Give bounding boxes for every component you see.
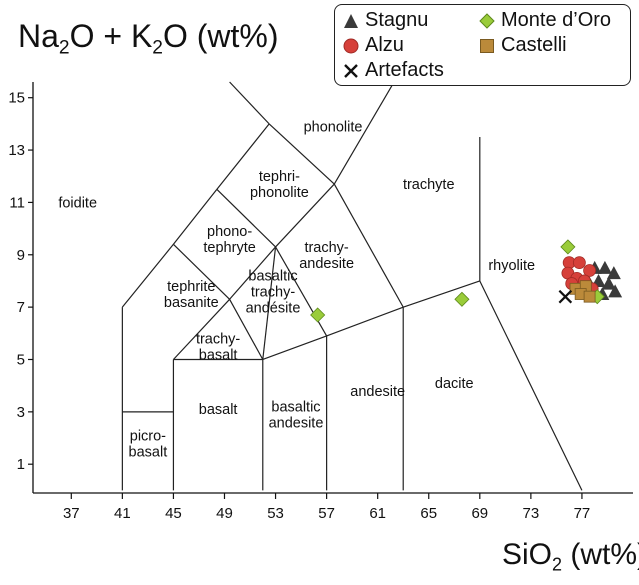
x-tick-label: 57 (318, 505, 335, 522)
field-label-foidite: foidite (58, 195, 97, 211)
field-label-basaltic-andesite: basaltic (271, 399, 320, 415)
field-label-tephrite-basanite: basanite (164, 295, 219, 311)
x-tick-label: 49 (216, 505, 233, 522)
field-boundary-line (229, 246, 277, 300)
data-point-cross (558, 289, 573, 304)
circle-marker-icon (343, 38, 359, 54)
x-tick-label: 65 (420, 505, 437, 522)
field-label-trachybasalt: basalt (199, 347, 238, 363)
x-axis-label-unit: (wt%) (562, 538, 639, 571)
field-boundary-line (216, 188, 276, 248)
x-tick-label: 41 (114, 505, 131, 522)
field-label-basaltic-trachyandesite: basaltic (248, 268, 297, 284)
square-marker-icon (480, 39, 494, 53)
field-label-basaltic-andesite: andesite (269, 415, 324, 431)
y-tick-label: 13 (8, 142, 25, 159)
field-label-basaltic-trachyandesite: andésite (246, 300, 301, 316)
data-point-triangle (601, 276, 616, 290)
field-label-phonotephryte: phono- (207, 224, 252, 240)
x-axis-label-sub: 2 (552, 554, 563, 575)
x-tick-label: 53 (267, 505, 284, 522)
field-boundary-line (216, 123, 270, 190)
field-label-dacite: dacite (435, 376, 474, 392)
triangle-marker-icon (344, 14, 358, 28)
field-boundary-line (121, 243, 174, 308)
field-label-trachyandesite: trachy- (304, 240, 348, 256)
y-axis-label: Na2O + K2O (wt%) (18, 18, 279, 58)
field-boundary-line (333, 183, 404, 308)
field-label-trachyte: trachyte (403, 177, 455, 193)
x-tick-label: 45 (165, 505, 182, 522)
x-tick-label: 77 (574, 505, 591, 522)
field-label-tephriphonolite: phonolite (250, 185, 309, 201)
data-point-square (583, 290, 596, 303)
y-tick-label: 11 (9, 194, 25, 211)
y-axis-label-part: Na (18, 18, 59, 54)
y-tick-label: 9 (17, 247, 25, 264)
field-label-rhyolite: rhyolite (488, 258, 535, 274)
y-tick-label: 3 (17, 404, 25, 421)
field-label-tephrite-basanite: tephrite (167, 279, 215, 295)
field-boundary-line (268, 123, 335, 185)
y-tick-label: 15 (8, 90, 25, 107)
y-axis-label-sub: 2 (152, 37, 163, 59)
x-tick-label: 73 (523, 505, 540, 522)
field-label-basaltic-trachyandesite: trachy- (251, 284, 295, 300)
data-point-diamond (454, 291, 470, 307)
field-boundary-line (275, 183, 335, 248)
x-tick-label: 69 (471, 505, 488, 522)
cross-marker-icon (344, 64, 358, 78)
field-label-phonotephryte: tephryte (203, 240, 255, 256)
data-point-circle (583, 264, 596, 277)
field-label-trachyandesite: andesite (299, 256, 354, 272)
field-boundary-line (172, 298, 231, 360)
y-axis-label-part: O + K (69, 18, 153, 54)
field-boundary-line (403, 280, 481, 308)
data-point-triangle (597, 260, 612, 274)
y-axis-label-part: O (wt%) (162, 18, 279, 54)
legend-label: Castelli (501, 34, 567, 56)
field-boundary-line (262, 335, 327, 361)
field-boundary-line (262, 246, 277, 360)
field-boundary-line (326, 306, 404, 337)
field-boundary-line (479, 280, 583, 491)
field-label-tephriphonolite: tephri- (259, 169, 300, 185)
field-boundary-line (229, 298, 264, 360)
legend: Stagnu Alzu Artefacts Monte d’Oro Castel… (334, 4, 631, 86)
x-tick-label: 37 (63, 505, 80, 522)
data-point-diamond (560, 239, 576, 255)
y-axis-label-sub: 2 (58, 37, 70, 59)
field-label-phonolite: phonolite (304, 120, 363, 136)
field-boundary-line (173, 243, 231, 300)
data-point-diamond (310, 307, 326, 323)
y-tick-label: 5 (17, 351, 25, 368)
y-tick-label: 7 (17, 299, 25, 316)
legend-label: Monte d’Oro (501, 9, 612, 31)
field-label-andesite: andesite (350, 384, 405, 400)
x-tick-label: 61 (369, 505, 386, 522)
x-axis-label: SiO2 (wt%) (502, 538, 639, 575)
x-axis-label-part: SiO (502, 538, 553, 571)
diamond-marker-icon (479, 13, 495, 29)
field-label-picrobasalt: picro- (130, 428, 166, 444)
y-tick-label: 1 (17, 456, 25, 473)
legend-label: Artefacts (365, 59, 444, 81)
field-boundary-line (229, 81, 270, 125)
field-label-basalt: basalt (199, 402, 238, 418)
field-boundary-line (172, 188, 218, 245)
data-point-triangle (606, 266, 621, 280)
data-point-circle (572, 256, 586, 270)
field-label-trachybasalt: trachy- (196, 331, 240, 347)
data-point-triangle (608, 284, 623, 298)
legend-label: Alzu (365, 34, 404, 56)
field-label-picrobasalt: basalt (129, 444, 168, 460)
legend-label: Stagnu (365, 9, 429, 31)
